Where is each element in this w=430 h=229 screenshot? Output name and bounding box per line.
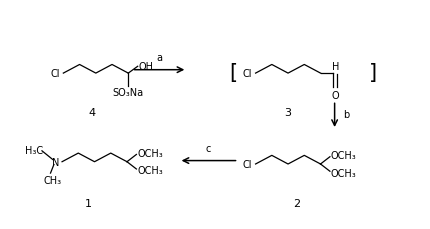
Text: H: H — [332, 62, 340, 72]
Text: a: a — [157, 52, 163, 63]
Text: OCH₃: OCH₃ — [137, 166, 163, 176]
Text: 3: 3 — [285, 107, 292, 117]
Text: O: O — [331, 90, 339, 100]
Text: CH₃: CH₃ — [44, 176, 62, 185]
Text: c: c — [206, 143, 211, 153]
Text: ]: ] — [369, 63, 377, 83]
Text: Cl: Cl — [243, 159, 252, 169]
Text: 4: 4 — [88, 107, 95, 117]
Text: Cl: Cl — [50, 69, 60, 79]
Text: 2: 2 — [293, 198, 300, 208]
Text: [: [ — [230, 63, 238, 83]
Text: OCH₃: OCH₃ — [331, 151, 356, 161]
Text: N: N — [52, 157, 59, 167]
Text: H₃C: H₃C — [25, 145, 43, 155]
Text: OH: OH — [138, 61, 154, 71]
Text: OCH₃: OCH₃ — [137, 148, 163, 158]
Text: 1: 1 — [85, 198, 92, 208]
Text: SO₃Na: SO₃Na — [113, 87, 144, 97]
Text: b: b — [343, 110, 350, 120]
Text: OCH₃: OCH₃ — [331, 168, 356, 178]
Text: Cl: Cl — [243, 69, 252, 79]
